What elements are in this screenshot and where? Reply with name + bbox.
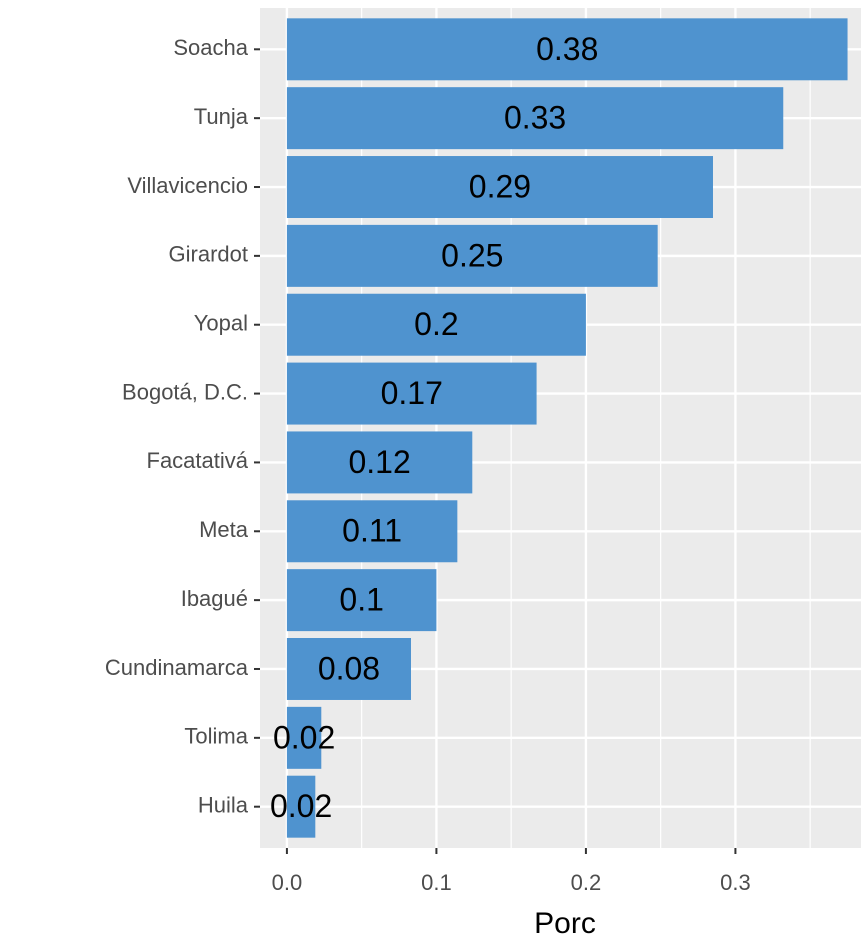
y-tick-label: Girardot (169, 242, 248, 267)
bar (286, 775, 316, 838)
data-label: 0.29 (469, 168, 531, 204)
marks: 0.38 0.33 0.29 0.25 0.2 0.17 0.12 0.11 0.1 0.08 0.… (270, 18, 848, 838)
y-tick-label: Meta (199, 517, 249, 542)
y-tick-label: Soacha (173, 35, 248, 60)
data-label: 0.08 (318, 650, 380, 686)
y-tick-label: Yopal (194, 311, 248, 336)
data-label: 0.1 (339, 582, 383, 618)
x-tick-label: 0.2 (571, 870, 602, 895)
bar (286, 569, 437, 632)
y-tick-label: Huila (198, 793, 249, 818)
bar (286, 500, 458, 563)
bar (286, 224, 658, 287)
y-tick-label: Facatativá (147, 448, 249, 473)
y-tick-label: Cundinamarca (105, 655, 249, 680)
y-tick-label: Ibagué (181, 586, 248, 611)
bar (286, 431, 473, 494)
data-label: 0.2 (414, 306, 458, 342)
data-label: 0.02 (270, 788, 332, 824)
bar (286, 18, 848, 81)
bar (286, 87, 784, 150)
y-tick-label: Tunja (194, 104, 249, 129)
bar (286, 156, 713, 218)
data-label: 0.02 (273, 719, 335, 755)
y-tick-label: Tolima (184, 724, 248, 749)
x-tick-label: 0.3 (720, 870, 751, 895)
data-label: 0.11 (342, 513, 402, 549)
data-label: 0.33 (504, 100, 566, 136)
x-tick-label: 0.0 (272, 870, 303, 895)
data-label: 0.38 (536, 31, 598, 67)
x-tick-label: 0.1 (421, 870, 452, 895)
data-label: 0.25 (441, 237, 503, 273)
x-axis-title: Porc (534, 907, 596, 940)
data-label: 0.12 (348, 444, 410, 480)
y-tick-label: Villavicencio (127, 173, 248, 198)
data-label: 0.17 (381, 375, 443, 411)
bar (286, 638, 411, 700)
bar (286, 706, 322, 769)
bar (286, 293, 586, 356)
bar (286, 362, 537, 425)
y-tick-label: Bogotá, D.C. (122, 379, 248, 404)
